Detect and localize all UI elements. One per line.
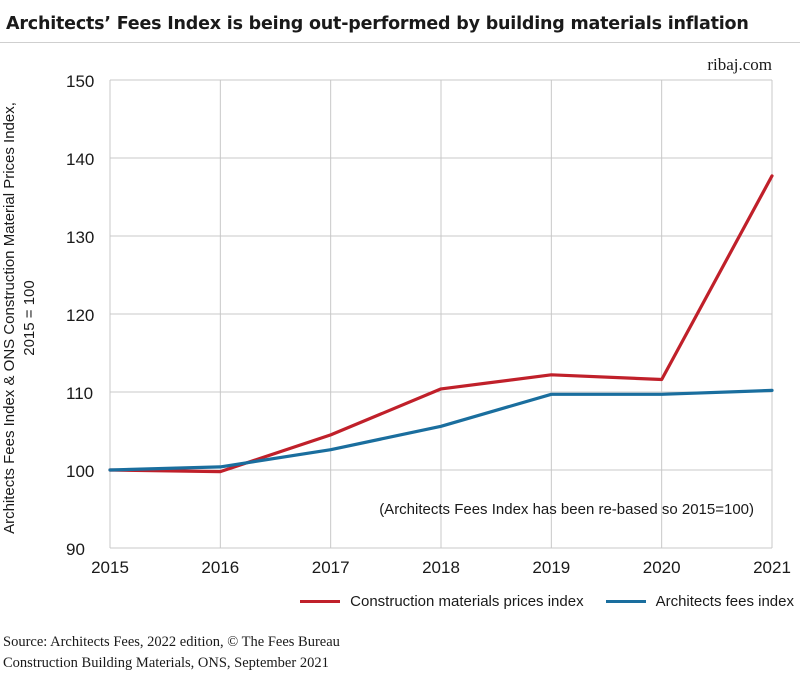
source-note: Source: Architects Fees, 2022 edition, ©… [3,632,340,674]
y-tick-label-100: 100 [66,462,94,481]
header-divider [0,42,800,43]
x-tick-label-2020: 2020 [643,558,681,577]
series-line-architects-fees [108,388,774,472]
y-tick-label-140: 140 [66,150,94,169]
y-tick-label-130: 130 [66,228,94,247]
legend-label-fees: Architects fees index [655,593,794,610]
legend-entry-materials: Construction materials prices index [300,593,584,610]
y-tick-label-150: 150 [66,72,94,91]
legend-swatch-fees [605,600,646,603]
source-line-2: Construction Building Materials, ONS, Se… [3,655,329,671]
y-tick-label-120: 120 [66,306,94,325]
legend-entry-fees: Architects fees index [605,593,794,610]
x-tick-label-2019: 2019 [532,558,570,577]
y-tick-labels: 90 100 110 120 130 140 150 [66,72,94,559]
x-tick-labels: 2015 2016 2017 2018 2019 2020 2021 [91,558,791,577]
source-line-1: Source: Architects Fees, 2022 edition, ©… [3,634,340,650]
x-tick-label-2017: 2017 [312,558,350,577]
legend: Construction materials prices index Arch… [300,593,794,610]
series-line-construction-materials [108,174,774,474]
site-name: ribaj.com [707,55,772,74]
y-tick-label-110: 110 [66,384,93,403]
x-tick-label-2021: 2021 [753,558,791,577]
x-tick-label-2015: 2015 [91,558,129,577]
rebase-annotation: (Architects Fees Index has been re-based… [379,501,754,518]
grid-lines [109,79,773,549]
y-tick-label-90: 90 [66,540,85,559]
x-tick-label-2018: 2018 [422,558,460,577]
legend-swatch-materials [300,600,341,603]
chart-title: Architects’ Fees Index is being out-perf… [6,14,749,34]
series-lines [108,174,774,474]
legend-label-materials: Construction materials prices index [350,593,584,610]
x-tick-label-2016: 2016 [201,558,239,577]
